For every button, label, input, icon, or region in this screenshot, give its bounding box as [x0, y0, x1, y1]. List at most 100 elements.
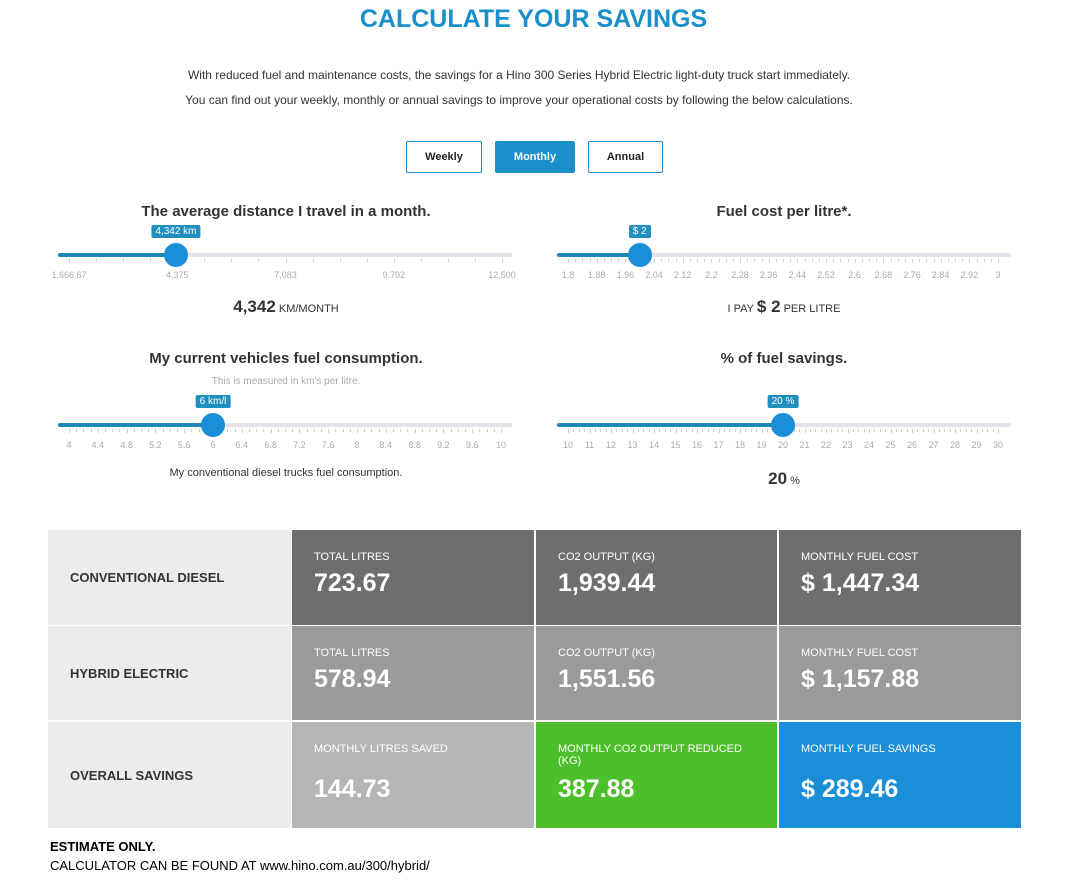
slider-tick — [854, 259, 856, 263]
annual-button[interactable]: Annual — [588, 141, 663, 173]
result-cell: TOTAL LITRES 723.67 — [292, 530, 534, 625]
weekly-button[interactable]: Weekly — [406, 141, 482, 173]
result-label: MONTHLY FUEL COST — [801, 647, 919, 659]
slider-tick — [414, 429, 416, 433]
slider-tick-label: 26 — [906, 440, 918, 450]
slider-thumb[interactable] — [771, 413, 795, 437]
slider-tick — [933, 259, 935, 262]
slider-tick — [734, 429, 736, 432]
slider-tick — [366, 259, 368, 262]
slider-tick-label: 2.92 — [960, 270, 979, 280]
slider-tick — [234, 429, 236, 432]
slider-tick — [479, 429, 481, 432]
slider-tick — [69, 429, 70, 433]
readout-suffix: PER LITRE — [783, 303, 841, 315]
slider-tick — [680, 429, 682, 432]
slider-thumb[interactable] — [627, 243, 652, 267]
fuel-savings-slider[interactable]: 10 11 12 13 14 15 16 17 18 19 20 21 22 23 24 25 26 27 28 29… — [557, 395, 1011, 483]
slider-tick — [184, 429, 186, 433]
slider-tick — [876, 259, 878, 262]
slider-fill — [557, 423, 783, 427]
slider-tick — [661, 259, 663, 262]
slider-tick — [732, 259, 734, 262]
slider-tick — [96, 259, 98, 262]
slider-tick — [904, 259, 906, 262]
slider-tick — [897, 259, 899, 262]
slider-tick-label: 4.4 — [91, 440, 105, 450]
slider-tick — [637, 429, 639, 432]
slider-tick-label: 9,792 — [382, 270, 406, 280]
slider-thumb[interactable] — [201, 413, 225, 437]
slider-tick — [912, 429, 913, 433]
monthly-button[interactable]: Monthly — [495, 141, 575, 173]
slider-tick — [869, 429, 870, 433]
consumption-slider[interactable]: 4 4.4 4.8 5.2 5.6 6 6.4 6.8 7.2 7.6 8 8.4 8.8 9.2 9.6 1… — [58, 395, 512, 483]
slider-tick — [761, 259, 763, 262]
slider-tick — [833, 259, 835, 262]
slider-tick — [611, 259, 612, 262]
slider-tick-label: 6.4 — [235, 440, 249, 450]
distance-slider-title: The average distance I travel in a month… — [141, 203, 431, 220]
slider-tick — [971, 429, 973, 432]
slider-tick — [648, 429, 650, 432]
slider-tick — [400, 429, 402, 432]
fuel-cost-slider[interactable]: 1.8 1.88 1.96 2.04 2.12 2.2 2.28 2.36 2.44 2.52 2.… — [557, 225, 1011, 313]
slider-tick — [906, 429, 908, 432]
slider-tick — [568, 259, 569, 263]
result-label: MONTHLY LITRES SAVED — [314, 743, 448, 755]
slider-tick — [429, 429, 430, 432]
slider-tick — [883, 259, 885, 263]
slider-tick-label: 1.96 — [616, 270, 635, 280]
slider-tick — [783, 259, 784, 262]
slider-tick — [575, 259, 577, 262]
result-cell: MONTHLY FUEL COST $ 1,447.34 — [779, 530, 1021, 625]
slider-tick — [754, 259, 756, 262]
slider-tick-label: 10 — [495, 440, 507, 450]
slider-tick — [879, 429, 881, 432]
slider-tick-label: 9.6 — [465, 440, 479, 450]
slider-tick — [869, 259, 870, 262]
slider-fill — [58, 423, 213, 427]
slider-tooltip: 6 km/l — [195, 395, 231, 408]
slider-tick — [436, 429, 438, 432]
slider-tick — [594, 429, 596, 432]
slider-tick — [162, 429, 164, 432]
fuel-cost-readout-value: $ 2 — [756, 297, 781, 316]
slider-tick — [584, 429, 586, 432]
slider-tick-label: 20 — [777, 440, 789, 450]
consumption-slider-title: My current vehicles fuel consumption. — [149, 350, 423, 367]
slider-thumb[interactable] — [163, 243, 188, 267]
slider-tick — [686, 429, 688, 432]
slider-tick-label: 1.8 — [561, 270, 575, 280]
slider-tick-label: 9.2 — [437, 440, 450, 450]
slider-tick — [820, 429, 822, 432]
slider-tick — [799, 429, 801, 432]
slider-tick-label: 21 — [799, 440, 810, 450]
result-cell: MONTHLY FUEL SAVINGS $ 289.46 — [779, 722, 1021, 828]
slider-tick — [713, 429, 715, 432]
distance-readout: 4,342 KM/MONTH — [46, 297, 526, 317]
slider-tick — [263, 429, 265, 432]
slider-tick-label: 8 — [354, 440, 360, 450]
slider-tick — [702, 429, 704, 432]
intro-text-1: With reduced fuel and maintenance costs,… — [187, 68, 851, 82]
slider-track[interactable] — [58, 423, 512, 427]
slider-tick — [750, 429, 752, 432]
slider-tick — [83, 429, 85, 432]
slider-tick — [960, 429, 962, 432]
slider-tick — [292, 429, 294, 432]
slider-track[interactable] — [58, 253, 512, 257]
slider-tick — [285, 259, 287, 263]
slider-tick — [169, 429, 171, 432]
slider-tick — [328, 429, 330, 433]
result-row-label: CONVENTIONAL DIESEL — [48, 530, 291, 625]
slider-tick — [241, 429, 243, 433]
slider-tick-label: 7,083 — [274, 270, 297, 280]
distance-slider[interactable]: 1,666.67 4,375 7,083 9,792 12,500 4,342 km — [51, 225, 516, 313]
slider-tick-label: 5.2 — [149, 440, 162, 450]
slider-tick — [990, 259, 992, 262]
slider-tick — [890, 429, 892, 433]
consumption-subtitle: This is measured in km's per litre. — [211, 376, 361, 387]
slider-track[interactable] — [557, 253, 1011, 257]
slider-tick — [938, 429, 940, 432]
